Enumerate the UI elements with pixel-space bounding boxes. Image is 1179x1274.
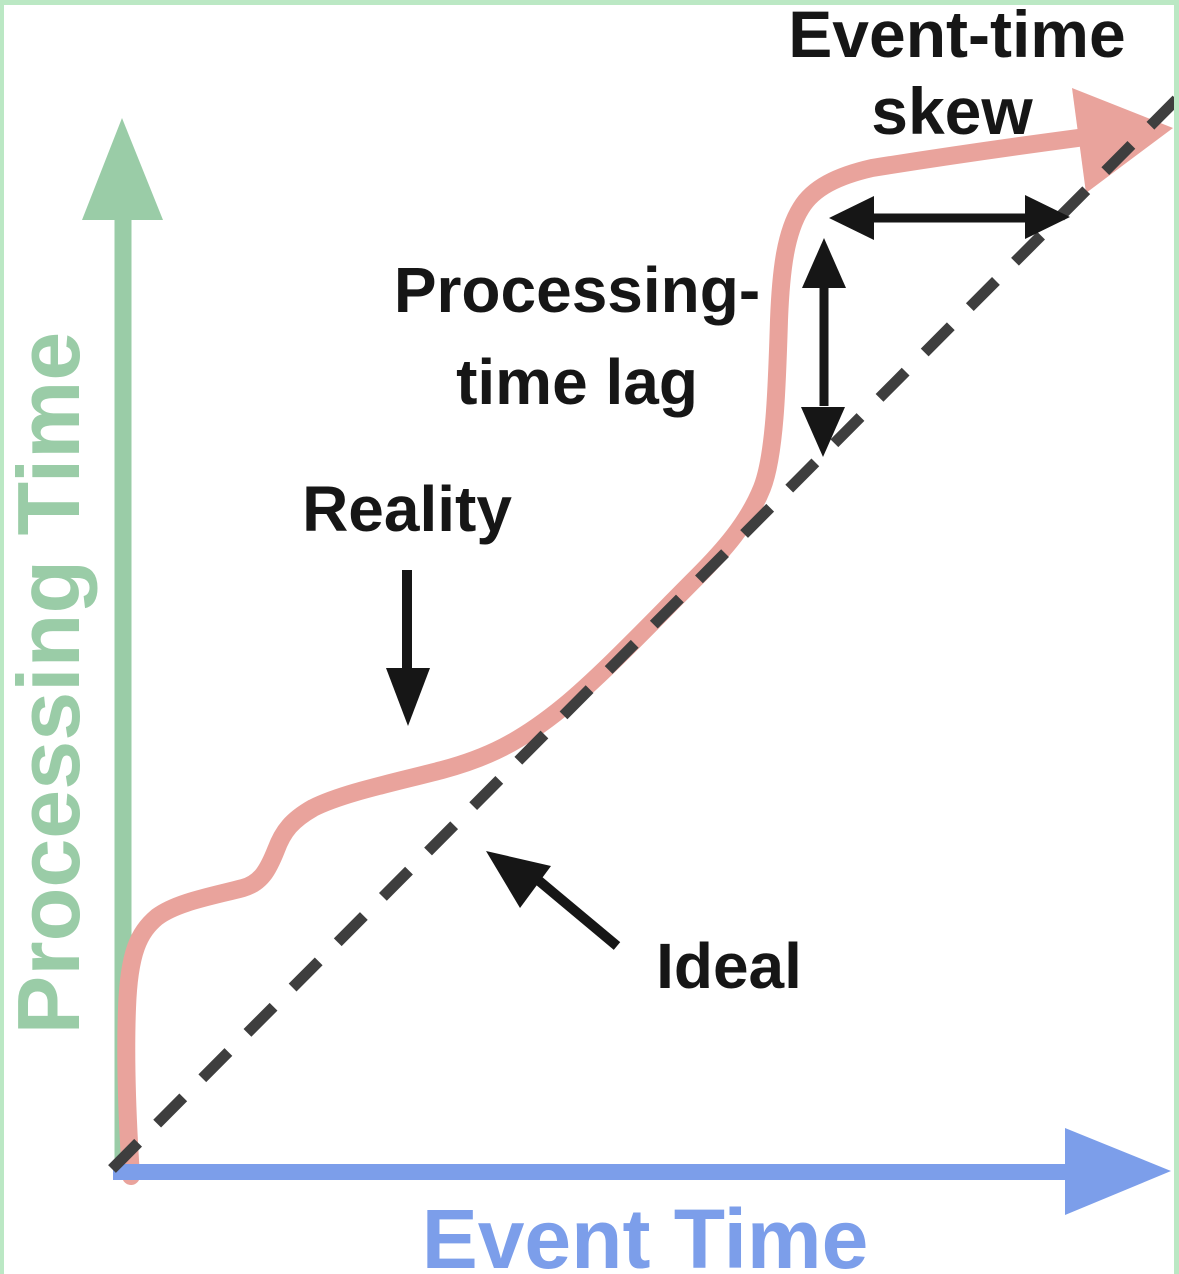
x-axis-arrowhead-icon — [1065, 1128, 1171, 1215]
processing-time-lag-arrow — [801, 238, 846, 457]
frame-border-right — [1174, 0, 1179, 1274]
skew-arrow-right-head-icon — [1025, 195, 1070, 239]
reality-curve-path — [117, 129, 1087, 1185]
reality-label: Reality — [302, 473, 512, 545]
ideal-arrow-shaft — [534, 876, 621, 950]
ideal-label: Ideal — [656, 930, 802, 1002]
event-time-skew-label-line2: skew — [871, 74, 1033, 148]
processing-time-lag-label-line1: Processing- — [394, 254, 760, 326]
frame-border-top — [0, 0, 1179, 5]
x-axis-label: Event Time — [422, 1192, 869, 1274]
skew-arrow-left-head-icon — [829, 196, 874, 240]
reality-curve-arrowhead-icon — [1072, 88, 1173, 193]
reality-arrow-head-icon — [386, 668, 430, 726]
x-axis — [113, 1128, 1171, 1215]
event-time-skew-arrow — [829, 195, 1070, 240]
y-axis-label: Processing Time — [0, 332, 98, 1035]
y-axis-arrowhead-icon — [82, 118, 163, 220]
frame-border-left — [0, 0, 4, 1274]
lag-arrow-top-head-icon — [802, 238, 846, 288]
ideal-arrow-head-icon — [486, 851, 551, 908]
lag-arrow-bottom-head-icon — [801, 407, 845, 457]
reality-curve — [117, 88, 1173, 1185]
processing-time-lag-label-line2: time lag — [456, 346, 698, 418]
ideal-pointer-arrow — [486, 851, 621, 950]
reality-pointer-arrow — [386, 570, 430, 726]
event-time-skew-label-line1: Event-time — [788, 0, 1125, 71]
